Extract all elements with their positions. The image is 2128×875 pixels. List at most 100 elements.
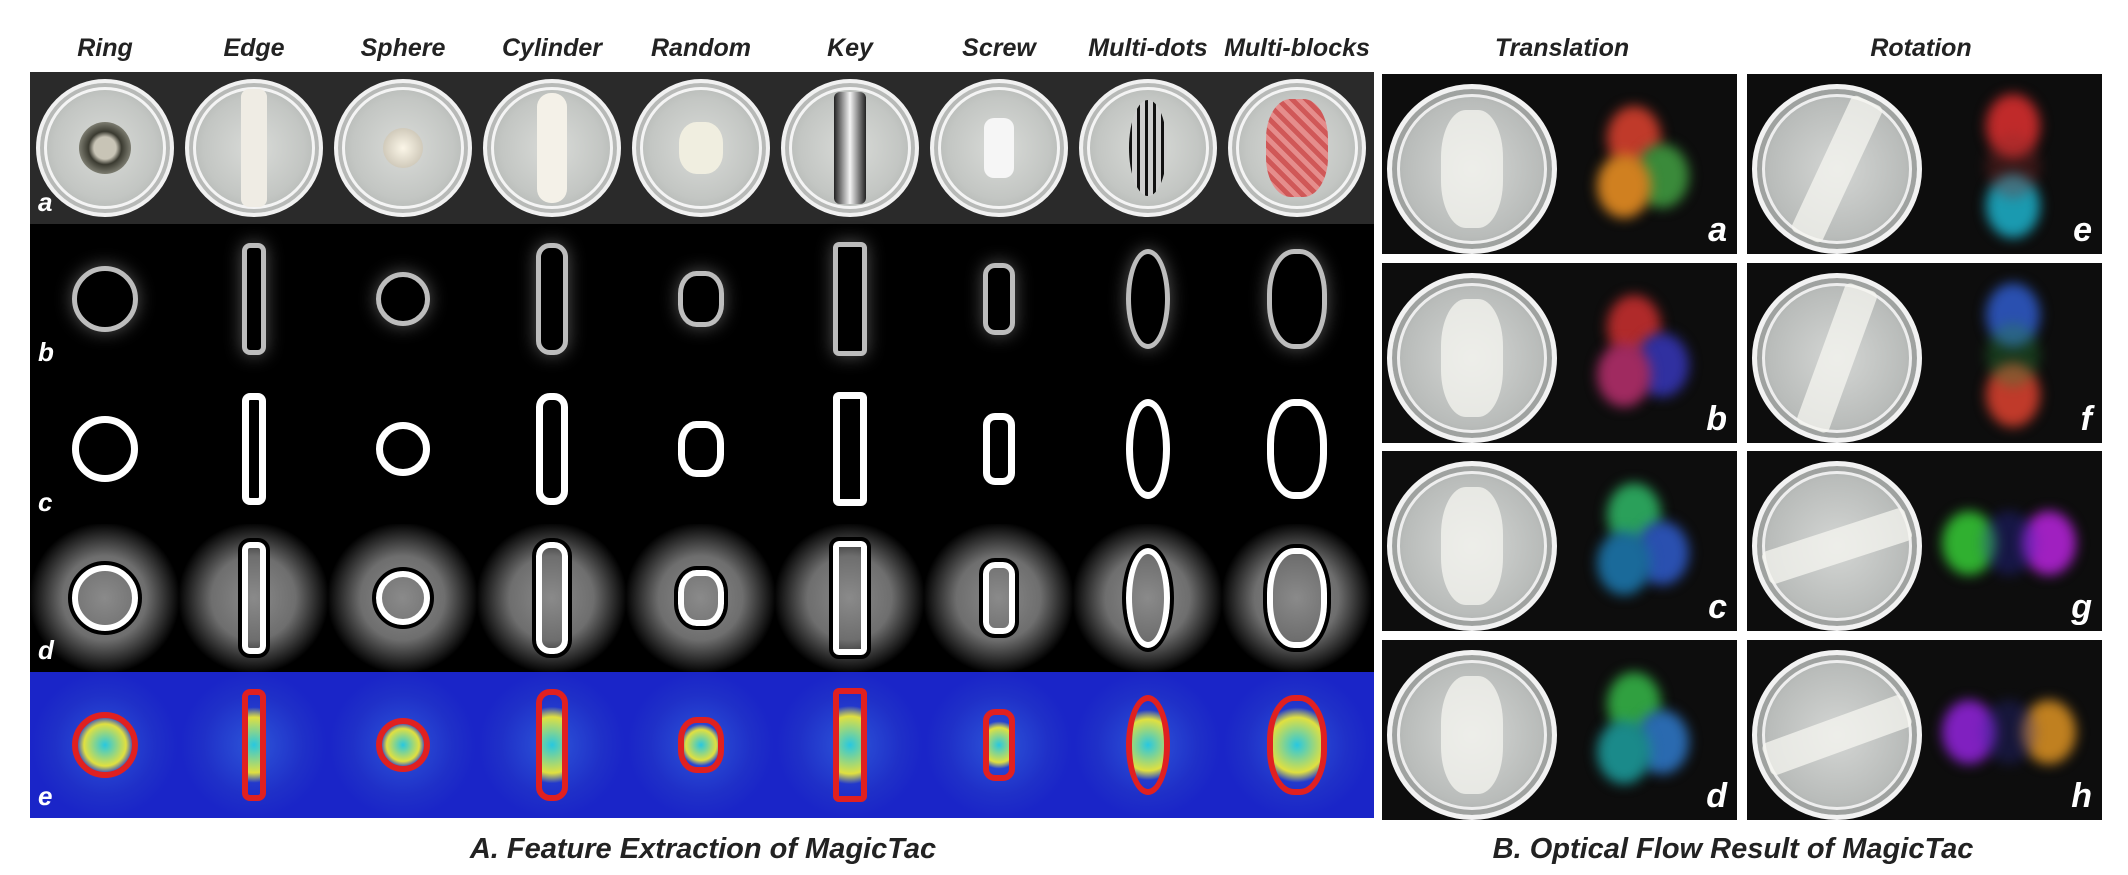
contact-imprint — [1795, 281, 1879, 435]
flow-blob — [1986, 94, 2040, 158]
feature-map-image — [1266, 249, 1327, 349]
feature-cell — [1222, 374, 1371, 524]
row-label: b — [38, 337, 54, 367]
feature-map-image — [828, 537, 871, 659]
column-header-cylinder: Cylinder — [501, 34, 603, 62]
contact-imprint — [833, 92, 866, 204]
feature-cell — [775, 374, 924, 524]
flow-blob — [1597, 720, 1651, 784]
column-header-multi-dots: Multi-dots — [1088, 34, 1208, 62]
feature-cell — [924, 72, 1073, 224]
feature-row-a: a — [30, 72, 1374, 224]
column-header-screw: Screw — [962, 34, 1036, 62]
feature-cell — [328, 374, 477, 524]
column-header-edge: Edge — [223, 34, 285, 62]
feature-map-image — [371, 567, 434, 629]
flow-blob — [2022, 700, 2076, 764]
sensor-plate-image — [1387, 84, 1557, 254]
column-header-ring: Ring — [77, 34, 133, 62]
contact-imprint — [1441, 299, 1503, 417]
flow-visualization — [1577, 660, 1717, 800]
feature-cell — [30, 72, 179, 224]
tile-label: b — [1706, 400, 1727, 438]
feature-cell — [626, 224, 775, 374]
column-header-multi-blocks: Multi-blocks — [1224, 34, 1370, 62]
feature-cell — [775, 72, 924, 224]
feature-map-image — [67, 561, 142, 635]
panel-a-caption: A. Feature Extraction of MagicTac — [469, 833, 937, 865]
feature-cell — [477, 374, 626, 524]
flow-blob — [1986, 323, 2040, 387]
feature-cell — [1073, 672, 1222, 818]
tile-label: e — [2073, 211, 2092, 249]
feature-cell — [1222, 524, 1371, 672]
contact-imprint — [1441, 110, 1503, 228]
flow-blob — [1597, 154, 1651, 218]
feature-map-image — [71, 416, 138, 482]
feature-cell — [328, 224, 477, 374]
rotation-tile-g: g — [1747, 451, 2102, 631]
feature-map-image — [1121, 544, 1174, 652]
feature-map-image — [832, 392, 867, 506]
feature-cell — [1073, 224, 1222, 374]
feature-map-image — [535, 243, 568, 355]
flow-blob — [1986, 174, 2040, 238]
feature-map-image — [1125, 695, 1170, 795]
feature-row-b: b — [30, 224, 1374, 374]
translation-tile-d: d — [1382, 640, 1737, 820]
contact-imprint — [678, 122, 723, 174]
feature-cell — [626, 524, 775, 672]
feature-map-image — [375, 422, 430, 476]
feature-cell — [775, 672, 924, 818]
tile-label: f — [2080, 400, 2092, 438]
feature-map-image — [673, 566, 728, 630]
sensor-plate-image — [1387, 273, 1557, 443]
flow-visualization — [1577, 94, 1717, 234]
contact-imprint — [536, 93, 567, 203]
feature-cell — [477, 224, 626, 374]
contact-imprint — [1789, 93, 1885, 245]
translation-header: Translation — [1494, 34, 1630, 62]
feature-cell — [328, 72, 477, 224]
rotation-tile-f: f — [1747, 263, 2102, 443]
flow-blob — [1986, 363, 2040, 427]
feature-map-image — [71, 266, 138, 332]
contact-imprint — [382, 128, 423, 168]
feature-map-image — [982, 709, 1015, 781]
feature-cell — [30, 224, 179, 374]
flow-visualization — [1577, 283, 1717, 423]
feature-map-image — [1125, 249, 1170, 349]
rotation-tile-h: h — [1747, 640, 2102, 820]
sensor-plate-image — [1752, 650, 1922, 820]
tile-label: h — [2071, 777, 2092, 815]
feature-cell — [626, 72, 775, 224]
contact-imprint — [1128, 100, 1167, 196]
feature-map-image — [241, 393, 266, 505]
feature-map-image — [535, 689, 568, 801]
feature-cell — [775, 524, 924, 672]
flow-blob — [1986, 134, 2040, 198]
feature-map-image — [677, 717, 724, 773]
contact-imprint — [1441, 487, 1503, 605]
flow-visualization — [1577, 471, 1717, 611]
column-header-sphere: Sphere — [360, 34, 446, 62]
feature-map-image — [71, 712, 138, 778]
feature-cell — [30, 672, 179, 818]
feature-map-image — [832, 242, 867, 356]
sensor-plate-image — [1752, 273, 1922, 443]
feature-extraction-grid: a b c d e — [30, 72, 1374, 818]
feature-cell — [924, 672, 1073, 818]
contact-imprint — [983, 118, 1014, 178]
feature-map-image — [982, 413, 1015, 485]
row-label: a — [38, 187, 53, 217]
tile-label: g — [2071, 588, 2092, 626]
feature-cell — [1222, 672, 1371, 818]
feature-map-image — [978, 558, 1019, 638]
sensor-plate-image — [631, 79, 770, 217]
tile-label: c — [1708, 588, 1727, 626]
feature-cell — [179, 72, 328, 224]
feature-map-image — [375, 718, 430, 772]
feature-cell — [626, 672, 775, 818]
column-header-random: Random — [651, 34, 751, 62]
flow-blob — [1986, 283, 2040, 347]
